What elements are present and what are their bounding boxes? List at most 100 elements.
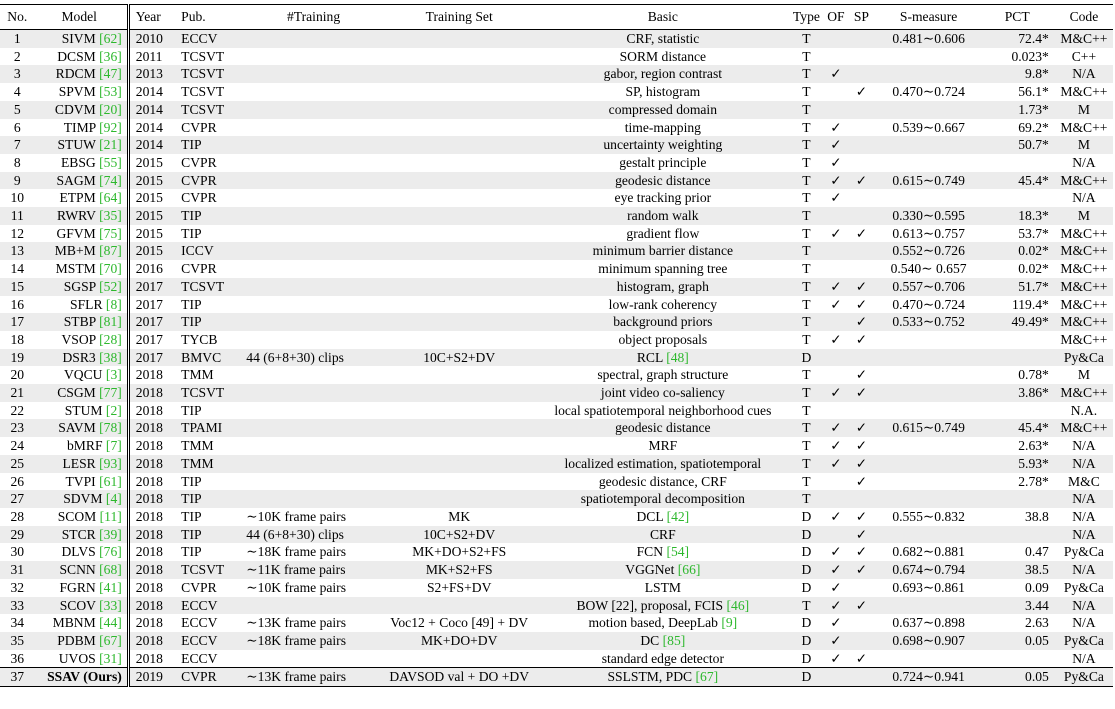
citation-ref[interactable]: [8]	[105, 296, 122, 312]
citation-ref[interactable]: [85]	[662, 632, 686, 648]
citation-ref[interactable]: [54]	[666, 544, 690, 560]
cell-no-text: 5	[13, 101, 21, 117]
cell-year: 2014	[128, 119, 177, 137]
citation-ref[interactable]: [53]	[99, 84, 122, 100]
cell-model-text: SFLR	[70, 296, 103, 312]
cell-of-check-text: ✓	[830, 331, 842, 347]
table-row: 20 VQCU [3] 2018 TMM spectral, graph structu…	[0, 366, 1113, 385]
cell-no: 36	[0, 650, 35, 668]
citation-ref[interactable]: [4]	[105, 491, 122, 507]
cell-model: STUW [21]	[34, 136, 130, 154]
cell-code-text: M&C	[1068, 473, 1100, 489]
citation-ref[interactable]: [64]	[99, 190, 122, 206]
cell-code: M	[1054, 207, 1113, 225]
cell-pub-text: TCSVT	[181, 48, 225, 64]
cell-basic-text: SORM distance	[619, 48, 707, 64]
cell-smeasure: 0.539∼0.667	[874, 119, 984, 137]
citation-ref[interactable]: [76]	[99, 544, 122, 560]
table-row: 10 ETPM [64] 2015 CVPR eye tracking prior T ✓ N…	[0, 189, 1113, 208]
cell-model-text: SSAV (Ours)	[47, 669, 122, 685]
citation-ref[interactable]: [2]	[105, 402, 122, 418]
cell-type: T	[790, 419, 823, 438]
citation-ref[interactable]: [66]	[677, 562, 701, 578]
citation-ref[interactable]: [62]	[99, 31, 122, 46]
citation-ref[interactable]: [9]	[721, 615, 738, 631]
citation-ref[interactable]: [75]	[99, 225, 122, 241]
cell-basic: SP, histogram	[536, 83, 791, 101]
cell-no: 31	[0, 561, 35, 579]
citation-ref[interactable]: [39]	[99, 526, 122, 542]
cell-no: 9	[0, 171, 35, 190]
cell-code-text: M&C++	[1060, 225, 1108, 241]
citation-ref[interactable]: [67]	[695, 669, 719, 685]
citation-ref[interactable]: [46]	[726, 597, 750, 613]
citation-ref[interactable]: [68]	[99, 562, 122, 578]
cell-smeasure	[873, 596, 984, 615]
citation-ref[interactable]: [93]	[99, 455, 122, 471]
citation-ref[interactable]: [44]	[99, 615, 122, 631]
cell-pub-text: TCSVT	[181, 278, 225, 294]
cell-year: 2018	[128, 525, 178, 544]
citation-ref[interactable]: [92]	[99, 119, 122, 135]
cell-basic: geodesic distance	[535, 171, 791, 190]
citation-ref[interactable]: [41]	[99, 579, 122, 595]
citation-ref[interactable]: [38]	[99, 349, 122, 365]
citation-ref[interactable]: [67]	[99, 632, 122, 648]
cell-basic-text: background priors	[613, 314, 713, 330]
table-row: 16 SFLR [8] 2017 TIP low-rank coherency T ✓ ✓ 0.…	[0, 295, 1113, 314]
citation-ref[interactable]: [77]	[99, 385, 122, 401]
cell-of-check-text: ✓	[830, 597, 842, 613]
cell-model-text: DLVS	[61, 544, 96, 560]
cell-training	[240, 437, 383, 455]
cell-pct: 2.63	[984, 614, 1055, 632]
citation-ref[interactable]: [20]	[99, 101, 122, 117]
citation-ref[interactable]: [7]	[105, 438, 122, 454]
cell-of-check-text: ✓	[830, 190, 842, 206]
cell-type: T	[790, 154, 823, 172]
cell-basic-text: CRF	[649, 526, 676, 542]
citation-ref[interactable]: [87]	[99, 243, 122, 259]
citation-ref[interactable]: [52]	[99, 278, 122, 294]
citation-ref[interactable]: [55]	[99, 154, 122, 170]
citation-ref[interactable]: [35]	[99, 208, 122, 224]
citation-ref[interactable]: [78]	[99, 420, 122, 436]
citation-ref[interactable]: [74]	[99, 172, 122, 188]
cell-code: M&C++	[1055, 225, 1113, 243]
cell-smeasure	[873, 65, 984, 84]
cell-type: T	[790, 384, 823, 402]
citation-ref[interactable]: [21]	[99, 137, 122, 153]
cell-training: 44 (6+8+30) clips	[240, 525, 383, 544]
citation-ref[interactable]: [3]	[105, 367, 122, 383]
table-row: 25 LESR [93] 2018 TMM localized estimation, …	[0, 454, 1113, 473]
cell-of-check-text: ✓	[830, 579, 842, 595]
citation-ref[interactable]: [42]	[666, 508, 690, 524]
cell-code-text: N/A	[1072, 66, 1096, 82]
cell-basic-text: MRF	[648, 438, 678, 454]
citation-ref[interactable]: [70]	[99, 261, 122, 277]
cell-no-text: 13	[10, 243, 25, 259]
cell-no-text: 18	[10, 331, 25, 347]
table-row: 18 VSOP [28] 2017 TYCB object proposals T ✓ ✓ M&…	[0, 330, 1113, 349]
citation-ref[interactable]: [31]	[99, 650, 122, 666]
citation-ref[interactable]: [36]	[99, 48, 122, 64]
cell-type: D	[790, 667, 823, 688]
cell-type-text: T	[802, 243, 811, 259]
cell-no: 14	[0, 260, 35, 278]
cell-smeasure-text: 0.682∼0.881	[892, 544, 965, 560]
citation-ref[interactable]: [48]	[666, 349, 689, 365]
citation-ref[interactable]: [11]	[99, 508, 122, 524]
cell-type-text: D	[801, 544, 812, 560]
cell-no-text: 35	[10, 632, 25, 648]
cell-pct-text: 1.73*	[1018, 101, 1049, 117]
citation-ref[interactable]: [28]	[99, 331, 122, 347]
cell-training	[240, 48, 383, 66]
cell-code: N/A	[1054, 596, 1113, 615]
citation-ref[interactable]: [81]	[99, 314, 122, 330]
citation-ref[interactable]: [47]	[99, 66, 122, 82]
cell-training	[240, 454, 383, 473]
cell-pub: CVPR	[177, 171, 241, 190]
citation-ref[interactable]: [61]	[99, 473, 122, 489]
cell-training-set-text: S2+FS+DV	[426, 579, 492, 595]
cell-no: 11	[0, 207, 35, 225]
citation-ref[interactable]: [33]	[99, 597, 122, 613]
